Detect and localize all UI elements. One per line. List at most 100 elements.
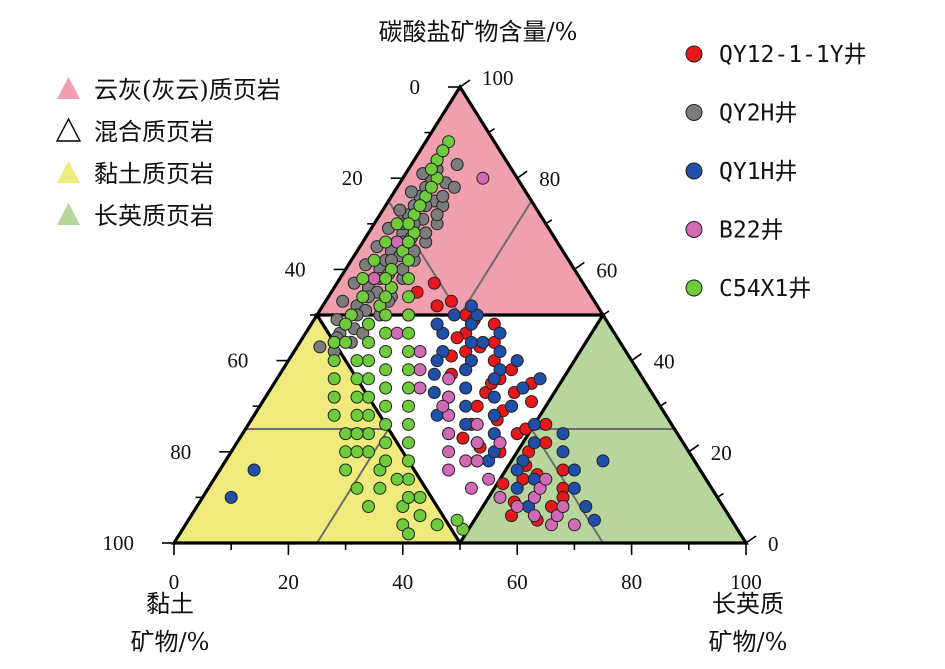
data-point-series-4 [402, 417, 415, 431]
left-tick-label: 40 [285, 257, 306, 281]
right-tick-label: 40 [654, 350, 675, 374]
data-point-series-3 [539, 472, 553, 486]
data-point-series-4 [402, 290, 415, 304]
data-point-series-4 [327, 372, 341, 386]
right-tick-mark [573, 261, 585, 271]
data-point-series-4 [402, 217, 415, 231]
data-point-series-4 [390, 472, 404, 486]
data-point-series-4 [327, 354, 341, 368]
data-point-series-3 [442, 427, 456, 441]
zone-legend-label: 长英质页岩 [94, 202, 214, 230]
data-point-series-4 [379, 399, 393, 413]
data-point-series-1 [393, 203, 407, 217]
data-point-series-3 [556, 500, 570, 513]
series-legend-label: C54X1井 [719, 276, 811, 302]
data-point-series-4 [413, 199, 427, 213]
data-point-series-4 [327, 390, 341, 404]
data-point-series-4 [402, 436, 415, 450]
data-point-series-4 [373, 481, 387, 495]
right-tick-mark [488, 127, 496, 134]
data-point-series-2 [527, 436, 541, 450]
data-point-series-4 [379, 345, 393, 358]
data-point-series-2 [224, 490, 238, 504]
data-point-series-4 [379, 290, 393, 304]
data-point-series-2 [596, 454, 610, 468]
data-point-series-4 [362, 500, 375, 513]
data-point-series-4 [339, 463, 353, 477]
series-legend-marker [685, 162, 703, 180]
data-point-series-4 [402, 381, 415, 395]
data-point-series-4 [350, 481, 364, 495]
data-point-series-4 [402, 326, 415, 340]
zone-legend-label: 黏土质页岩 [94, 160, 214, 188]
data-point-series-3 [482, 472, 496, 486]
data-point-series-4 [379, 417, 393, 431]
data-point-series-2 [459, 381, 473, 395]
data-point-series-0 [444, 294, 458, 308]
right-tick-mark [459, 79, 471, 88]
data-point-series-4 [362, 427, 375, 441]
data-point-series-2 [527, 417, 541, 431]
data-point-series-4 [436, 144, 450, 158]
data-point-series-4 [402, 272, 415, 285]
bottom-tick-label: 0 [169, 570, 180, 594]
data-point-series-2 [487, 372, 501, 386]
right-tick-label: 0 [768, 532, 779, 556]
data-point-series-3 [545, 518, 558, 532]
data-point-series-2 [505, 399, 518, 413]
data-point-series-4 [402, 527, 415, 541]
data-point-series-2 [430, 317, 444, 331]
right-tick-mark [659, 401, 667, 407]
series-legend: QY12-1-1Y井 QY2H井 QY1H井 B22井 C54X1井 [685, 42, 867, 302]
data-point-series-4 [350, 390, 364, 404]
data-point-series-4 [379, 363, 393, 377]
data-point-series-0 [556, 463, 570, 477]
data-point-series-4 [362, 408, 375, 422]
data-point-series-3 [442, 372, 456, 386]
right-tick-mark [745, 535, 757, 544]
series-legend-marker [685, 104, 703, 121]
data-point-series-4 [379, 272, 393, 285]
data-point-series-4 [327, 335, 341, 349]
data-point-series-2 [579, 500, 593, 513]
bottom-tick-label: 20 [278, 570, 299, 594]
data-point-series-4 [413, 509, 427, 523]
zone-legend-label: 混合质页岩 [94, 118, 214, 146]
zone-legend-marker [57, 203, 80, 225]
data-point-series-4 [350, 445, 364, 459]
right-tick-mark [631, 352, 643, 362]
data-point-series-4 [402, 235, 415, 249]
data-point-series-3 [470, 454, 484, 468]
data-point-series-1 [447, 180, 461, 194]
data-point-series-1 [450, 158, 464, 171]
data-points [224, 135, 610, 541]
data-point-series-1 [430, 208, 444, 222]
data-point-series-4 [402, 253, 415, 267]
data-point-series-3 [459, 454, 473, 468]
data-point-series-1 [313, 340, 327, 354]
subdivision-line [459, 200, 533, 316]
data-point-series-4 [384, 262, 398, 276]
series-legend-label: QY1H井 [719, 159, 797, 185]
data-point-series-4 [362, 335, 375, 349]
data-point-series-4 [356, 290, 370, 304]
right-tick-label: 80 [539, 167, 560, 191]
zone-legend-marker [57, 77, 80, 99]
data-point-series-2 [247, 463, 261, 477]
data-point-series-0 [450, 331, 464, 345]
data-point-series-3 [367, 272, 381, 285]
data-point-series-2 [567, 481, 581, 495]
data-point-series-3 [442, 463, 456, 477]
data-point-series-0 [430, 299, 444, 313]
data-point-series-4 [356, 272, 370, 285]
data-point-series-4 [379, 381, 393, 395]
data-point-series-2 [567, 463, 581, 477]
top-axis-title: 碳酸盐矿物含量/% [379, 18, 578, 46]
data-point-series-2 [427, 367, 441, 381]
data-point-series-4 [402, 308, 415, 322]
data-point-series-4 [402, 490, 415, 504]
data-point-series-3 [442, 408, 456, 422]
